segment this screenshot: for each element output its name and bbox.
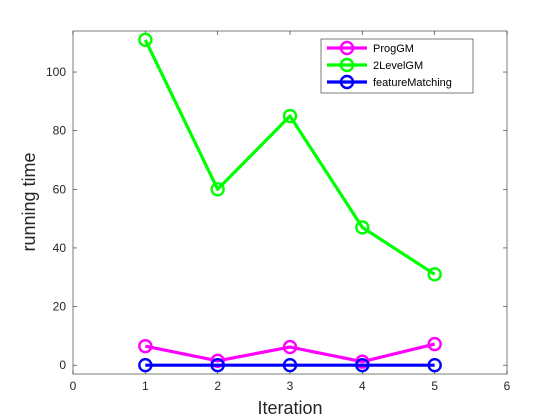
x-tick-label: 5 bbox=[431, 379, 438, 393]
series-layer bbox=[138, 32, 442, 373]
data-point-featurematching bbox=[355, 358, 370, 373]
data-point-2levelgm bbox=[355, 220, 370, 235]
x-axis-ticks: 0 1 2 3 4 5 6 bbox=[70, 31, 511, 393]
legend-marker-proggm bbox=[339, 40, 355, 56]
legend-marker-2levelgm bbox=[339, 57, 355, 73]
data-point-2levelgm bbox=[282, 108, 298, 124]
x-tick-label: 1 bbox=[142, 379, 149, 393]
data-point-proggm bbox=[282, 339, 298, 355]
legend-label-featurematching: featureMatching bbox=[373, 77, 452, 89]
data-point-proggm bbox=[427, 336, 442, 352]
legend-label-proggm: ProgGM bbox=[373, 43, 414, 55]
y-tick-label: 0 bbox=[59, 358, 66, 372]
y-tick-label: 100 bbox=[46, 65, 66, 79]
y-axis-title: running time bbox=[19, 152, 39, 251]
x-tick-label: 4 bbox=[359, 379, 366, 393]
x-tick-label: 2 bbox=[214, 379, 221, 393]
x-axis-title: Iteration bbox=[257, 398, 322, 418]
data-point-featurematching bbox=[138, 358, 153, 373]
series-line-proggm bbox=[145, 342, 436, 364]
x-tick-label: 3 bbox=[287, 379, 294, 393]
legend-marker-featurematching bbox=[339, 74, 355, 90]
legend: ProgGM 2LevelGM featureMatching bbox=[320, 38, 474, 94]
data-point-featurematching bbox=[427, 358, 442, 373]
legend-label-2levelgm: 2LevelGM bbox=[373, 60, 423, 72]
data-point-proggm bbox=[210, 353, 225, 369]
data-point-2levelgm bbox=[138, 32, 153, 47]
y-tick-label: 40 bbox=[53, 241, 67, 255]
x-tick-label: 0 bbox=[70, 379, 77, 393]
y-axis-ticks: 0 20 40 60 80 100 bbox=[46, 65, 507, 372]
series-line-2levelgm bbox=[143, 39, 436, 276]
data-point-2levelgm bbox=[427, 267, 442, 282]
data-point-featurematching bbox=[282, 358, 298, 373]
y-tick-label: 20 bbox=[53, 300, 67, 314]
y-tick-label: 80 bbox=[53, 124, 67, 138]
data-point-featurematching bbox=[210, 358, 225, 373]
data-point-2levelgm bbox=[210, 182, 225, 197]
y-tick-label: 60 bbox=[53, 182, 67, 196]
plot-frame bbox=[72, 30, 508, 375]
x-tick-label: 6 bbox=[504, 379, 511, 393]
data-point-proggm bbox=[138, 338, 153, 354]
